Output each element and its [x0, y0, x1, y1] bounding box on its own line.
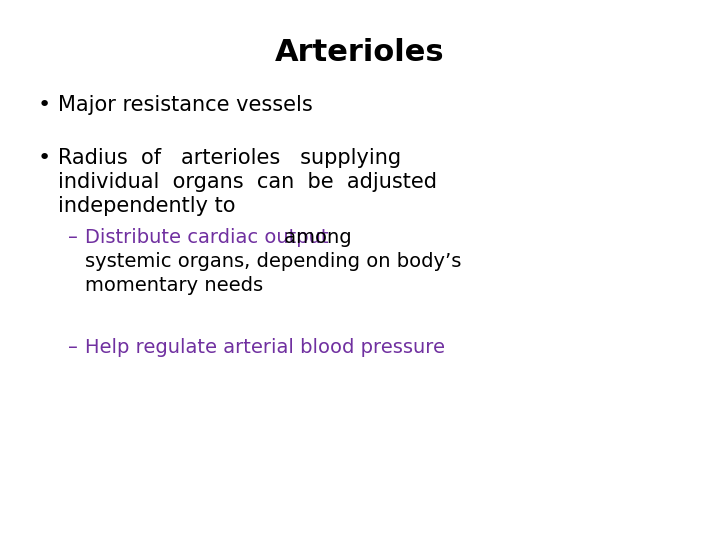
Text: momentary needs: momentary needs	[85, 276, 263, 295]
Text: independently to: independently to	[58, 196, 235, 216]
Text: –: –	[68, 338, 78, 357]
Text: –: –	[68, 228, 78, 247]
Text: Major resistance vessels: Major resistance vessels	[58, 95, 312, 115]
Text: Radius  of   arterioles   supplying: Radius of arterioles supplying	[58, 148, 401, 168]
Text: among: among	[278, 228, 351, 247]
Text: individual  organs  can  be  adjusted: individual organs can be adjusted	[58, 172, 437, 192]
Text: •: •	[38, 148, 51, 168]
Text: Distribute cardiac output: Distribute cardiac output	[85, 228, 328, 247]
Text: •: •	[38, 95, 51, 115]
Text: Arterioles: Arterioles	[275, 38, 445, 67]
Text: systemic organs, depending on body’s: systemic organs, depending on body’s	[85, 252, 462, 271]
Text: Help regulate arterial blood pressure: Help regulate arterial blood pressure	[85, 338, 445, 357]
